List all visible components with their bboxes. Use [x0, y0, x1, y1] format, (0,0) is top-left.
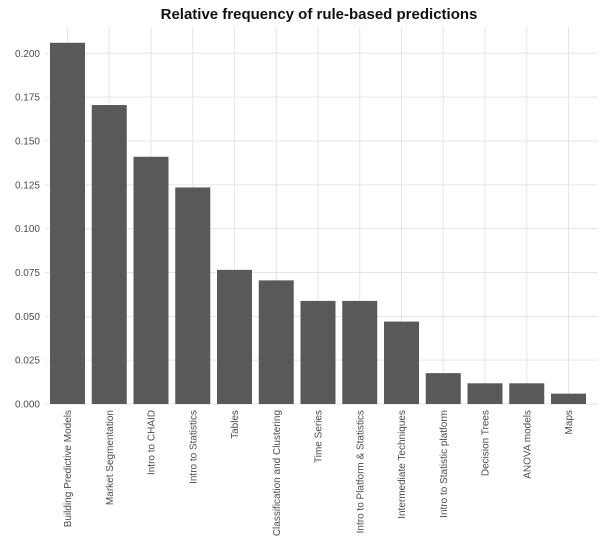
x-tick-label: Building Predictive Models — [63, 410, 74, 527]
x-tick-label: Intro to Statistic platform — [439, 410, 450, 518]
bar — [258, 280, 294, 404]
x-tick-label: Classification and Clustering — [272, 410, 283, 536]
bar — [467, 383, 503, 404]
y-tick-label: 0.175 — [15, 93, 40, 104]
bar — [342, 300, 378, 404]
x-tick-label: Market Segmentation — [105, 410, 116, 505]
bar — [300, 300, 336, 404]
x-tick-label: Maps — [564, 410, 575, 434]
y-tick-label: 0.100 — [15, 224, 40, 235]
chart-title: Relative frequency of rule-based predict… — [161, 6, 478, 23]
x-tick-label: Tables — [230, 410, 241, 439]
bar — [551, 393, 586, 404]
bar — [91, 105, 127, 404]
x-tick-label: Intro to CHAID — [147, 410, 158, 475]
y-tick-label: 0.125 — [15, 180, 40, 191]
y-tick-label: 0.200 — [15, 49, 40, 60]
bar — [425, 373, 461, 404]
x-tick-label: Intro to Platform & Statistics — [355, 410, 366, 533]
y-axis: 0.000 0.025 0.050 0.075 0.100 0.125 0.150 0.175… — [15, 49, 40, 411]
x-axis: Building Predictive Models Market Segment… — [63, 410, 575, 536]
x-tick-label: Time Series — [314, 410, 325, 463]
bar — [50, 42, 85, 404]
y-tick-label: 0.000 — [15, 400, 40, 411]
bar — [175, 187, 211, 404]
x-tick-label: ANOVA models — [522, 410, 533, 479]
x-tick-label: Decision Trees — [481, 410, 492, 476]
bar — [509, 383, 545, 404]
y-tick-label: 0.150 — [15, 136, 40, 147]
x-tick-label: Intro to Statistics — [188, 410, 199, 484]
bar — [217, 269, 252, 404]
y-tick-label: 0.075 — [15, 268, 40, 279]
bar — [133, 156, 169, 404]
bar — [384, 321, 419, 404]
bars — [50, 42, 586, 404]
y-tick-label: 0.050 — [15, 312, 40, 323]
x-tick-label: Intermediate Techniques — [397, 410, 408, 519]
y-tick-label: 0.025 — [15, 356, 40, 367]
